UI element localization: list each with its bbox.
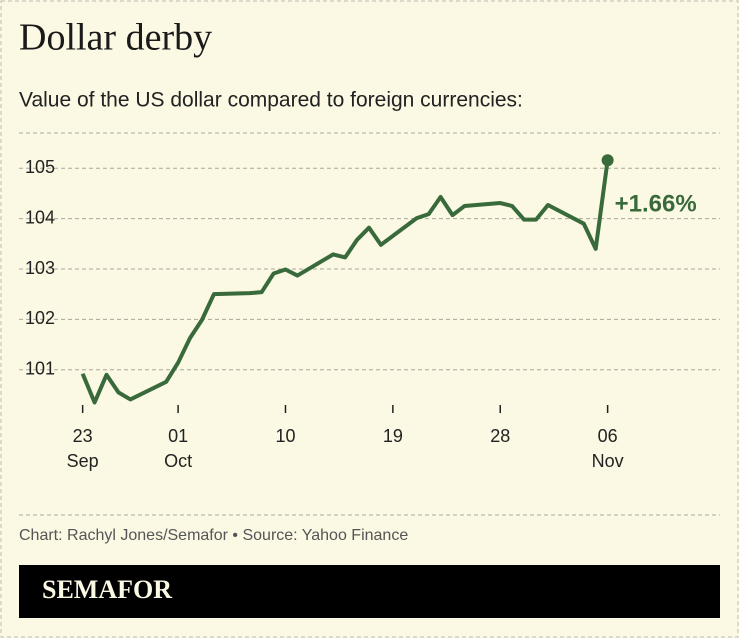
x-tick-label: 19 — [383, 426, 403, 446]
x-tick-label: Nov — [592, 451, 624, 471]
y-tick-label: 102 — [25, 308, 55, 328]
y-tick-label: 103 — [25, 258, 55, 278]
x-tick-label: 06 — [598, 426, 618, 446]
chart-subtitle: Value of the US dollar compared to forei… — [19, 89, 523, 112]
brand-banner — [19, 565, 720, 618]
end-dot — [601, 154, 614, 167]
y-tick-label: 104 — [25, 207, 55, 227]
y-tick-label: 101 — [25, 358, 55, 378]
y-tick-label: 105 — [25, 157, 55, 177]
brand: SEMAFOR — [42, 575, 172, 604]
line — [80, 159, 610, 405]
chart-title: Dollar derby — [19, 17, 212, 59]
x-tick-label: 10 — [275, 426, 295, 446]
x-tick-label: 01 — [168, 426, 188, 446]
source: Chart: Rachyl Jones/Semafor • Source: Ya… — [19, 527, 408, 544]
x-tick-label: Sep — [67, 451, 99, 471]
x-tick-label: Oct — [164, 451, 192, 471]
x-tick-label: 23 — [73, 426, 93, 446]
x-tick-label: 28 — [490, 426, 510, 446]
annotation: +1.66% — [615, 191, 697, 218]
